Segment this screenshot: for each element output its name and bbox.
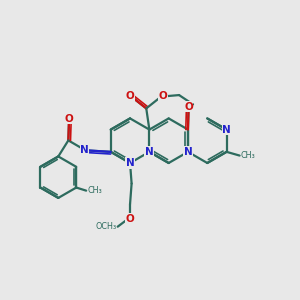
Text: OCH₃: OCH₃ (95, 222, 116, 231)
Text: N: N (222, 124, 231, 135)
Text: N: N (145, 147, 154, 157)
Text: O: O (64, 114, 73, 124)
Text: O: O (126, 214, 134, 224)
Text: N: N (80, 145, 89, 155)
Text: N: N (126, 158, 134, 168)
Text: O: O (158, 91, 167, 101)
Text: O: O (184, 102, 193, 112)
Text: N: N (184, 147, 192, 157)
Text: CH₃: CH₃ (241, 151, 255, 160)
Text: methoxy: methoxy (0, 299, 1, 300)
Text: O: O (125, 91, 134, 101)
Text: CH₃: CH₃ (87, 186, 102, 195)
